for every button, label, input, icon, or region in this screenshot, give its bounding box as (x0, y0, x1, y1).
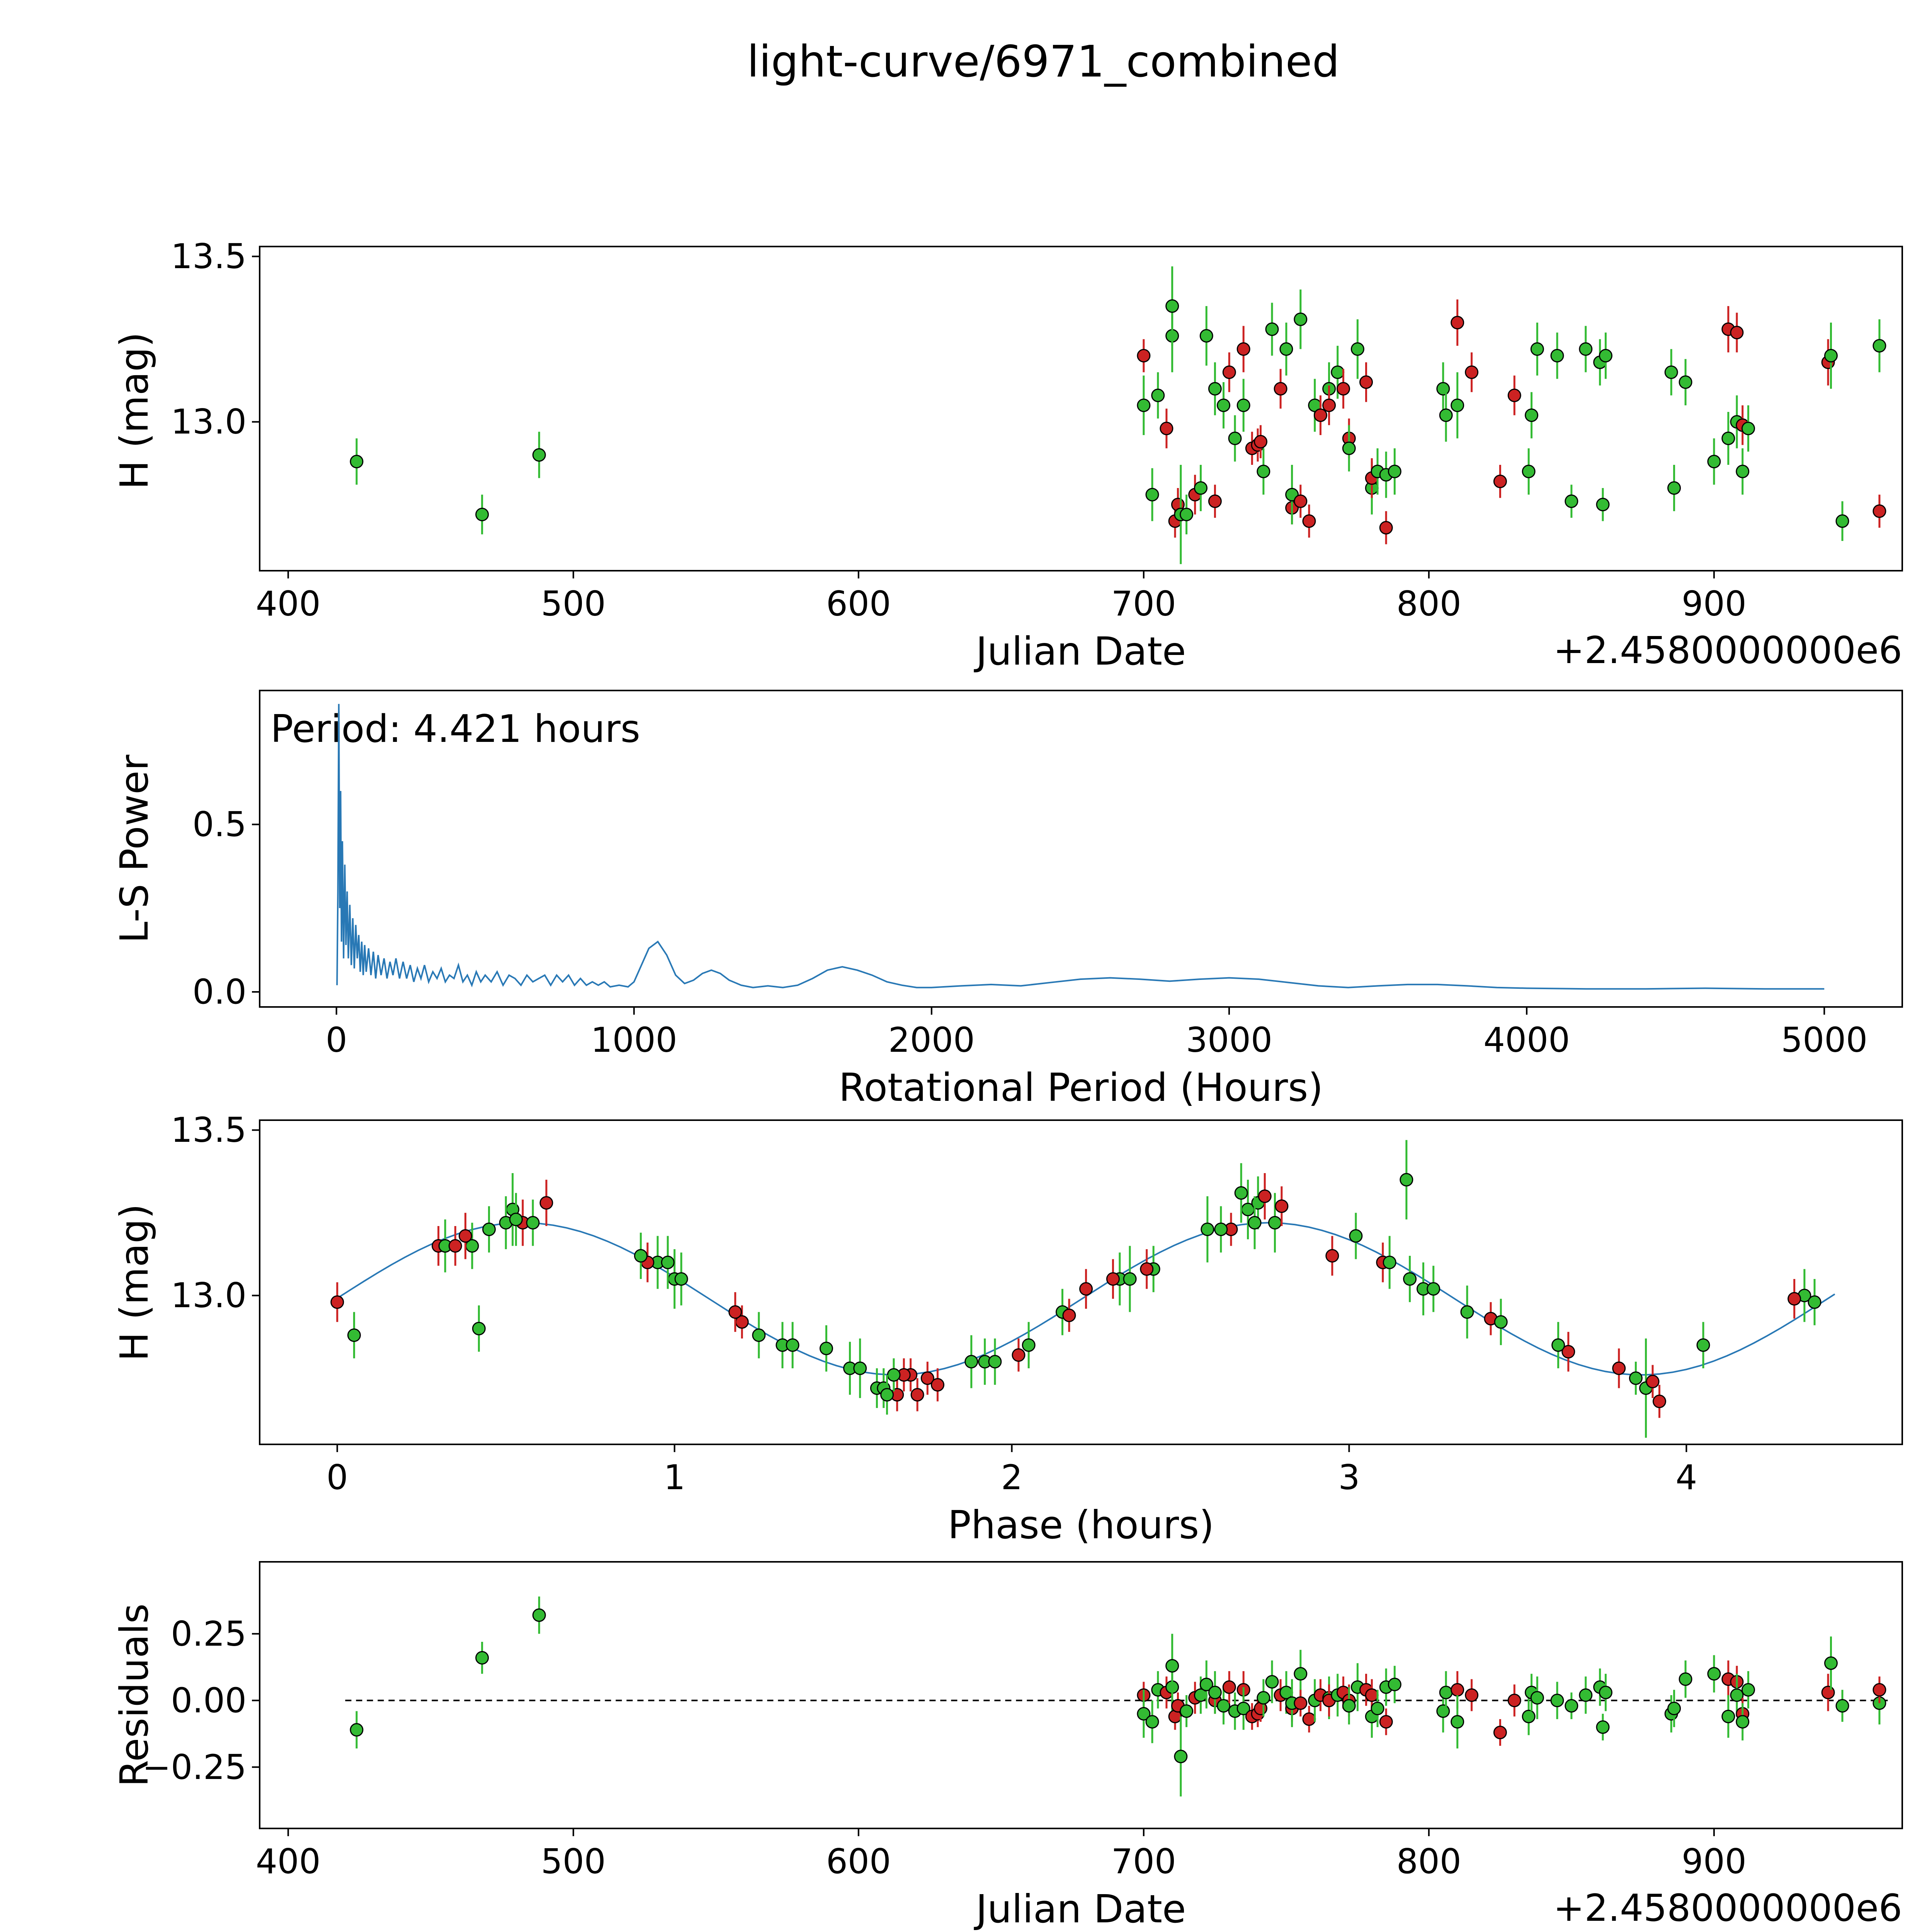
svg-text:2000: 2000 (888, 1020, 975, 1060)
svg-text:13.0: 13.0 (171, 1276, 247, 1315)
residuals-plot: 400 500 600 700 800 900 −0.25 0.00 0.25 (142, 1561, 1903, 1881)
svg-text:900: 900 (1682, 1842, 1747, 1881)
svg-text:13.5: 13.5 (171, 1110, 247, 1150)
svg-text:400: 400 (256, 584, 321, 624)
svg-text:1: 1 (664, 1458, 685, 1497)
svg-text:3: 3 (1338, 1458, 1360, 1497)
periodogram-line (336, 704, 1825, 990)
svg-text:1000: 1000 (591, 1020, 677, 1060)
svg-text:13.0: 13.0 (171, 402, 247, 442)
svg-text:800: 800 (1396, 1842, 1461, 1881)
svg-text:700: 700 (1111, 584, 1176, 624)
svg-text:0: 0 (326, 1020, 347, 1060)
axis-label-h-mag-top: H (mag) (112, 332, 157, 490)
phased-plot: 0 1 2 3 4 13.0 13.5 (171, 1110, 1903, 1497)
svg-text:500: 500 (541, 1842, 606, 1881)
svg-text:0.25: 0.25 (171, 1614, 247, 1654)
svg-text:800: 800 (1396, 584, 1461, 624)
period-annotation: Period: 4.421 hours (270, 707, 640, 751)
svg-text:400: 400 (256, 1842, 321, 1881)
svg-text:900: 900 (1682, 584, 1747, 624)
figure-title: light-curve/6971_combined (747, 37, 1340, 87)
svg-text:700: 700 (1111, 1842, 1176, 1881)
svg-text:0.5: 0.5 (192, 804, 247, 844)
svg-text:0.0: 0.0 (192, 972, 247, 1012)
axis-label-ls-power: L-S Power (112, 755, 157, 943)
svg-text:−0.25: −0.25 (142, 1747, 247, 1787)
axis-label-residuals: Residuals (112, 1603, 157, 1787)
axis-label-rotational-period: Rotational Period (Hours) (838, 1065, 1323, 1110)
axis-offset-top: +2.4580000000e6 (1553, 629, 1902, 672)
axis-label-julian-date-bottom: Julian Date (976, 1886, 1186, 1932)
axis-label-julian-date-top: Julian Date (976, 629, 1186, 674)
svg-text:4000: 4000 (1483, 1020, 1570, 1060)
periodogram-plot: 0 1000 2000 3000 4000 5000 0.0 0.5 (192, 690, 1903, 1060)
svg-text:3000: 3000 (1186, 1020, 1272, 1060)
svg-text:500: 500 (541, 584, 606, 624)
svg-text:2: 2 (1001, 1458, 1023, 1497)
svg-text:0.00: 0.00 (171, 1680, 247, 1720)
svg-text:600: 600 (826, 1842, 891, 1881)
svg-text:600: 600 (826, 584, 891, 624)
svg-text:5000: 5000 (1781, 1020, 1867, 1060)
axis-offset-bottom: +2.4580000000e6 (1553, 1886, 1902, 1930)
axis-label-h-mag-phased: H (mag) (112, 1204, 157, 1361)
svg-text:0: 0 (327, 1458, 348, 1497)
lightcurve-plot: 400 500 600 700 800 900 13.0 13.5 (171, 236, 1903, 624)
svg-text:4: 4 (1675, 1458, 1697, 1497)
axis-label-phase-hours: Phase (hours) (947, 1502, 1214, 1548)
svg-text:13.5: 13.5 (171, 236, 247, 276)
